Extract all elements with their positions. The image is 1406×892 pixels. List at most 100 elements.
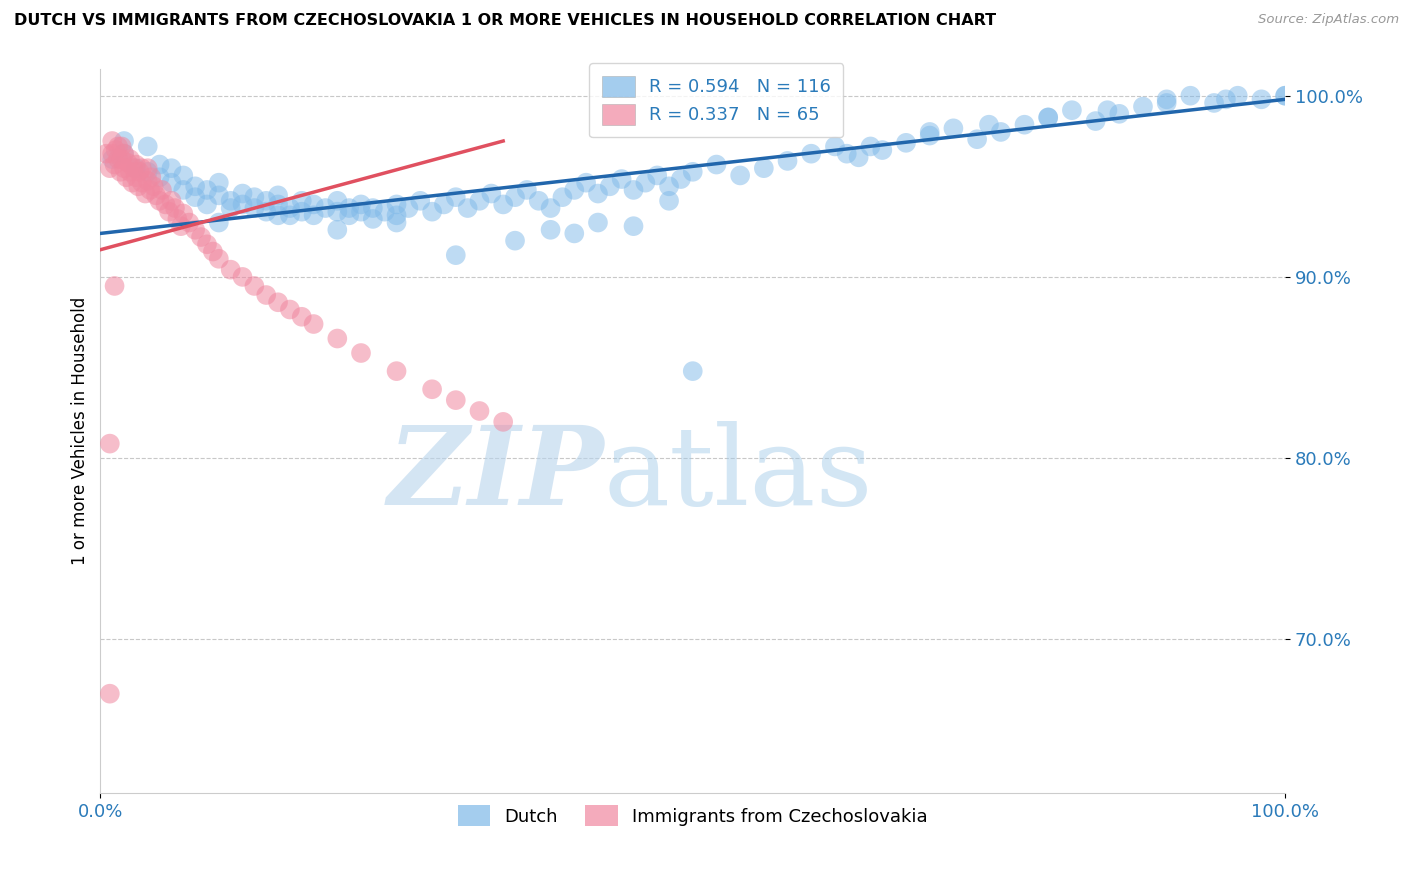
- Point: [479, 186, 502, 201]
- Point: [894, 136, 917, 150]
- Point: [444, 393, 467, 408]
- Point: [586, 186, 609, 201]
- Point: [134, 186, 156, 201]
- Point: [160, 176, 183, 190]
- Point: [361, 211, 384, 226]
- Point: [96, 146, 118, 161]
- Point: [1132, 99, 1154, 113]
- Point: [278, 208, 301, 222]
- Point: [231, 269, 253, 284]
- Legend: Dutch, Immigrants from Czechoslovakia: Dutch, Immigrants from Czechoslovakia: [449, 797, 936, 835]
- Text: ZIP: ZIP: [387, 421, 605, 528]
- Point: [107, 139, 129, 153]
- Point: [599, 179, 621, 194]
- Point: [125, 157, 148, 171]
- Point: [110, 165, 132, 179]
- Point: [800, 146, 823, 161]
- Point: [160, 161, 183, 176]
- Point: [326, 204, 349, 219]
- Point: [112, 146, 135, 161]
- Point: [149, 194, 172, 208]
- Point: [326, 332, 349, 346]
- Point: [1274, 88, 1296, 103]
- Point: [149, 157, 172, 171]
- Point: [208, 215, 231, 229]
- Point: [243, 201, 266, 215]
- Point: [420, 204, 443, 219]
- Point: [682, 364, 704, 378]
- Point: [1108, 107, 1130, 121]
- Point: [350, 204, 373, 219]
- Point: [172, 206, 194, 220]
- Point: [314, 201, 336, 215]
- Point: [208, 176, 231, 190]
- Point: [107, 152, 129, 166]
- Point: [98, 161, 121, 176]
- Point: [374, 204, 396, 219]
- Point: [172, 183, 194, 197]
- Point: [104, 143, 127, 157]
- Point: [166, 211, 188, 226]
- Point: [190, 230, 212, 244]
- Point: [586, 215, 609, 229]
- Point: [1274, 88, 1296, 103]
- Point: [302, 197, 325, 211]
- Point: [337, 208, 360, 222]
- Point: [208, 188, 231, 202]
- Point: [503, 234, 526, 248]
- Y-axis label: 1 or more Vehicles in Household: 1 or more Vehicles in Household: [72, 297, 89, 565]
- Point: [115, 170, 138, 185]
- Point: [706, 157, 728, 171]
- Point: [444, 190, 467, 204]
- Point: [184, 179, 207, 194]
- Point: [101, 152, 124, 166]
- Point: [112, 161, 135, 176]
- Point: [141, 170, 163, 185]
- Point: [540, 223, 562, 237]
- Point: [125, 161, 148, 176]
- Point: [752, 161, 775, 176]
- Point: [267, 208, 290, 222]
- Point: [302, 208, 325, 222]
- Point: [350, 197, 373, 211]
- Point: [623, 183, 645, 197]
- Point: [254, 194, 277, 208]
- Point: [179, 215, 201, 229]
- Point: [142, 179, 165, 194]
- Point: [157, 204, 180, 219]
- Point: [149, 170, 172, 185]
- Point: [101, 134, 124, 148]
- Point: [776, 153, 799, 168]
- Point: [195, 183, 218, 197]
- Point: [1226, 88, 1249, 103]
- Point: [575, 176, 598, 190]
- Point: [326, 194, 349, 208]
- Point: [267, 197, 290, 211]
- Point: [562, 227, 585, 241]
- Point: [136, 165, 159, 179]
- Point: [278, 302, 301, 317]
- Point: [1180, 88, 1202, 103]
- Point: [219, 194, 242, 208]
- Point: [139, 183, 162, 197]
- Point: [112, 146, 135, 161]
- Point: [540, 201, 562, 215]
- Point: [160, 194, 183, 208]
- Point: [243, 190, 266, 204]
- Text: Source: ZipAtlas.com: Source: ZipAtlas.com: [1258, 13, 1399, 27]
- Point: [201, 244, 224, 259]
- Point: [128, 165, 150, 179]
- Point: [551, 190, 574, 204]
- Point: [1038, 111, 1060, 125]
- Point: [1215, 92, 1237, 106]
- Point: [291, 194, 314, 208]
- Point: [155, 197, 177, 211]
- Point: [219, 201, 242, 215]
- Point: [98, 687, 121, 701]
- Point: [728, 169, 751, 183]
- Point: [872, 143, 894, 157]
- Point: [254, 288, 277, 302]
- Point: [385, 364, 408, 378]
- Point: [184, 190, 207, 204]
- Point: [195, 197, 218, 211]
